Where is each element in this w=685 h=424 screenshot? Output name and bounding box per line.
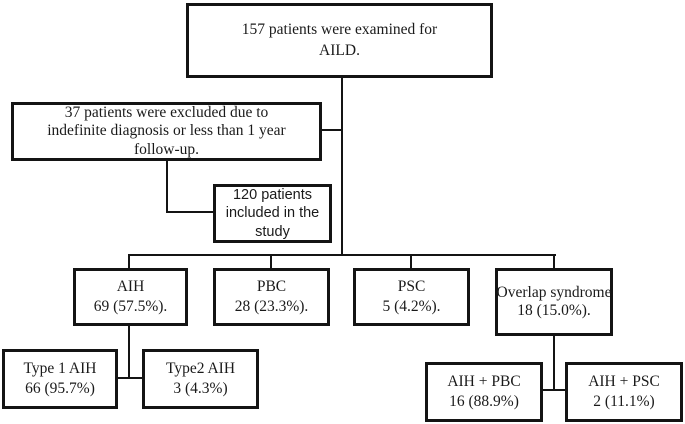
box-aih-plus-pbc: AIH + PBC 16 (88.9%) <box>425 362 543 422</box>
box-included-patients: 120 patients included in the study <box>213 184 332 243</box>
type1-aih-label: Type 1 AIH <box>23 359 97 377</box>
connector-to-included-box <box>166 211 214 213</box>
connector-stub-pbc <box>270 255 272 269</box>
box-examined-patients: 157 patients were examined for AILD. <box>186 3 493 78</box>
aih-pbc-label: AIH + PBC <box>447 372 521 390</box>
connector-aih-to-types <box>128 325 130 379</box>
box-psc: PSC 5 (4.2%). <box>353 268 470 326</box>
overlap-count: 18 (15.0%). <box>517 302 591 319</box>
connector-stub-aih <box>128 255 130 269</box>
connector-excluded-down <box>166 160 168 213</box>
included-line-3: study <box>255 223 290 240</box>
connector-stub-overlap <box>553 255 555 269</box>
connector-subtypes-horizontal <box>541 389 567 391</box>
excluded-line-2: indefinite diagnosis or less than 1 year <box>47 122 286 140</box>
aih-psc-label: AIH + PSC <box>588 372 660 390</box>
examined-line-1: 157 patients were examined for <box>241 21 438 39</box>
pbc-count: 28 (23.3%). <box>234 298 309 315</box>
connector-overlap-to-subtypes <box>553 335 555 391</box>
connector-stub-psc <box>410 255 412 269</box>
box-overlap-syndrome: Overlap syndrome 18 (15.0%). <box>495 268 613 336</box>
psc-count: 5 (4.2%). <box>382 298 441 315</box>
included-line-2: included in the <box>225 205 320 222</box>
box-type2-aih: Type2 AIH 3 (4.3%) <box>142 349 259 409</box>
pbc-label: PBC <box>256 277 287 295</box>
aih-psc-count: 2 (11.1%) <box>593 393 655 410</box>
connector-excluded-to-trunk <box>321 129 343 131</box>
included-line-1: 120 patients <box>232 187 312 204</box>
excluded-line-1: 37 patients were excluded due to <box>64 104 269 122</box>
box-aih-plus-psc: AIH + PSC 2 (11.1%) <box>565 362 683 422</box>
connector-trunk-vertical <box>341 77 343 256</box>
aih-pbc-count: 16 (88.9%) <box>449 393 519 410</box>
aih-label: AIH <box>116 277 145 295</box>
examined-line-2: AILD. <box>319 41 360 59</box>
type2-aih-count: 3 (4.3%) <box>173 380 228 397</box>
box-type1-aih: Type 1 AIH 66 (95.7%) <box>2 349 118 409</box>
psc-label: PSC <box>397 277 426 295</box>
connector-types-horizontal <box>116 377 144 379</box>
connector-children-horizontal <box>128 254 556 256</box>
overlap-label: Overlap syndrome <box>496 283 612 301</box>
type1-aih-count: 66 (95.7%) <box>25 380 95 397</box>
box-aih: AIH 69 (57.5%). <box>73 268 188 326</box>
box-excluded-patients: 37 patients were excluded due to indefin… <box>11 102 322 161</box>
aih-count: 69 (57.5%). <box>93 298 168 315</box>
excluded-line-3: follow-up. <box>133 140 199 158</box>
box-pbc: PBC 28 (23.3%). <box>213 268 330 326</box>
type2-aih-label: Type2 AIH <box>165 359 236 377</box>
